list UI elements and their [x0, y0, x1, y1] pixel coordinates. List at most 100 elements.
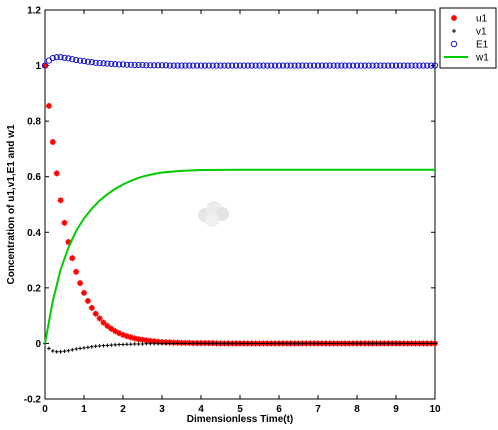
data-point-v1 — [82, 346, 86, 350]
data-point-E1 — [69, 56, 76, 63]
data-point-E1 — [143, 62, 150, 69]
data-point-E1 — [385, 62, 392, 69]
y-tick-label: 0.2 — [27, 283, 41, 294]
legend-item-v1: v1 — [452, 27, 487, 38]
data-point-v1 — [140, 342, 145, 346]
data-point-v1 — [70, 348, 75, 352]
data-point-E1 — [139, 61, 146, 69]
y-tick-label: -0.2 — [24, 395, 42, 406]
data-point-E1 — [314, 62, 322, 69]
data-point-v1 — [78, 346, 82, 351]
data-point-v1 — [402, 341, 406, 346]
data-point-v1 — [152, 341, 156, 346]
data-point-v1 — [374, 341, 379, 346]
data-point-E1 — [131, 61, 138, 69]
x-tick-label: 2 — [120, 404, 126, 415]
data-point-v1 — [417, 341, 422, 346]
data-point-v1 — [253, 341, 258, 346]
data-point-v1 — [292, 341, 297, 346]
data-point-E1 — [404, 62, 411, 69]
data-point-v1 — [121, 342, 125, 347]
data-point-E1 — [346, 62, 353, 69]
data-point-E1 — [350, 62, 357, 69]
data-point-E1 — [412, 62, 419, 69]
data-point-v1 — [429, 341, 433, 346]
data-point-E1 — [338, 62, 345, 69]
data-point-E1 — [318, 62, 325, 69]
data-point-v1 — [117, 342, 121, 347]
legend-item-E1: E1 — [450, 40, 489, 51]
data-point-v1 — [168, 341, 172, 346]
data-point-u1 — [81, 289, 87, 296]
data-point-u1 — [100, 319, 107, 326]
x-tick-label: 3 — [159, 404, 165, 415]
data-point-E1 — [151, 62, 158, 69]
x-tick-label: 9 — [393, 404, 399, 415]
y-tick-label: 0 — [35, 339, 41, 350]
data-point-v1 — [183, 341, 188, 346]
data-point-E1 — [49, 55, 56, 62]
x-axis-title: Dimensionless Time(t) — [187, 414, 294, 425]
data-point-E1 — [197, 62, 205, 69]
data-point-v1 — [179, 341, 184, 346]
data-point-u1 — [135, 336, 142, 343]
data-point-E1 — [252, 62, 259, 69]
data-point-u1 — [45, 102, 52, 109]
data-point-E1 — [431, 62, 439, 69]
data-point-v1 — [351, 341, 355, 346]
data-point-E1 — [112, 61, 119, 68]
data-point-u1 — [42, 62, 48, 69]
data-point-v1 — [105, 343, 110, 348]
data-point-v1 — [320, 341, 324, 346]
data-point-v1 — [58, 349, 63, 354]
data-point-E1 — [182, 62, 189, 69]
plot-area: 0 1 2 3 4 5 6 7 8 9 10 -0.200.20.40.60.811.2 — [24, 6, 441, 416]
data-point-u1 — [92, 310, 99, 317]
series-v1 — [43, 341, 437, 354]
y-tick-label: 0.4 — [27, 228, 41, 239]
data-point-v1 — [226, 341, 231, 346]
data-point-E1 — [424, 62, 431, 69]
data-point-E1 — [240, 62, 247, 69]
data-point-v1 — [316, 341, 320, 346]
data-point-E1 — [229, 62, 236, 69]
data-point-E1 — [233, 62, 240, 69]
data-point-v1 — [331, 341, 336, 346]
data-point-E1 — [396, 62, 403, 69]
series-E1 — [41, 54, 439, 69]
data-point-E1 — [334, 62, 341, 69]
series-u1 — [42, 62, 438, 347]
data-point-v1 — [300, 341, 305, 346]
data-point-v1 — [343, 341, 348, 346]
data-point-E1 — [162, 62, 169, 69]
data-point-u1 — [108, 325, 115, 332]
data-point-v1 — [421, 341, 426, 346]
data-point-E1 — [186, 62, 193, 69]
data-point-v1 — [269, 341, 273, 346]
data-point-E1 — [291, 62, 298, 69]
data-point-v1 — [370, 341, 375, 346]
data-point-v1 — [327, 341, 332, 346]
data-point-v1 — [425, 341, 429, 346]
legend-label-u1: u1 — [476, 14, 488, 25]
data-point-v1 — [156, 341, 160, 346]
data-point-u1 — [69, 255, 76, 262]
data-point-v1 — [199, 341, 203, 346]
data-point-v1 — [304, 341, 309, 346]
data-point-v1 — [101, 343, 106, 348]
data-point-v1 — [136, 342, 141, 346]
data-point-v1 — [246, 341, 250, 346]
data-point-E1 — [244, 62, 251, 69]
legend-label-w1: w1 — [475, 53, 489, 64]
data-point-u1 — [96, 315, 103, 322]
legend-label-v1: v1 — [476, 27, 487, 38]
data-point-E1 — [100, 60, 107, 67]
data-point-v1 — [54, 349, 59, 354]
data-point-v1 — [191, 341, 195, 346]
data-point-v1 — [355, 341, 359, 346]
data-point-E1 — [283, 62, 290, 69]
y-tick-label: 1 — [35, 61, 41, 72]
data-point-u1 — [49, 138, 56, 145]
data-point-E1 — [80, 58, 88, 65]
